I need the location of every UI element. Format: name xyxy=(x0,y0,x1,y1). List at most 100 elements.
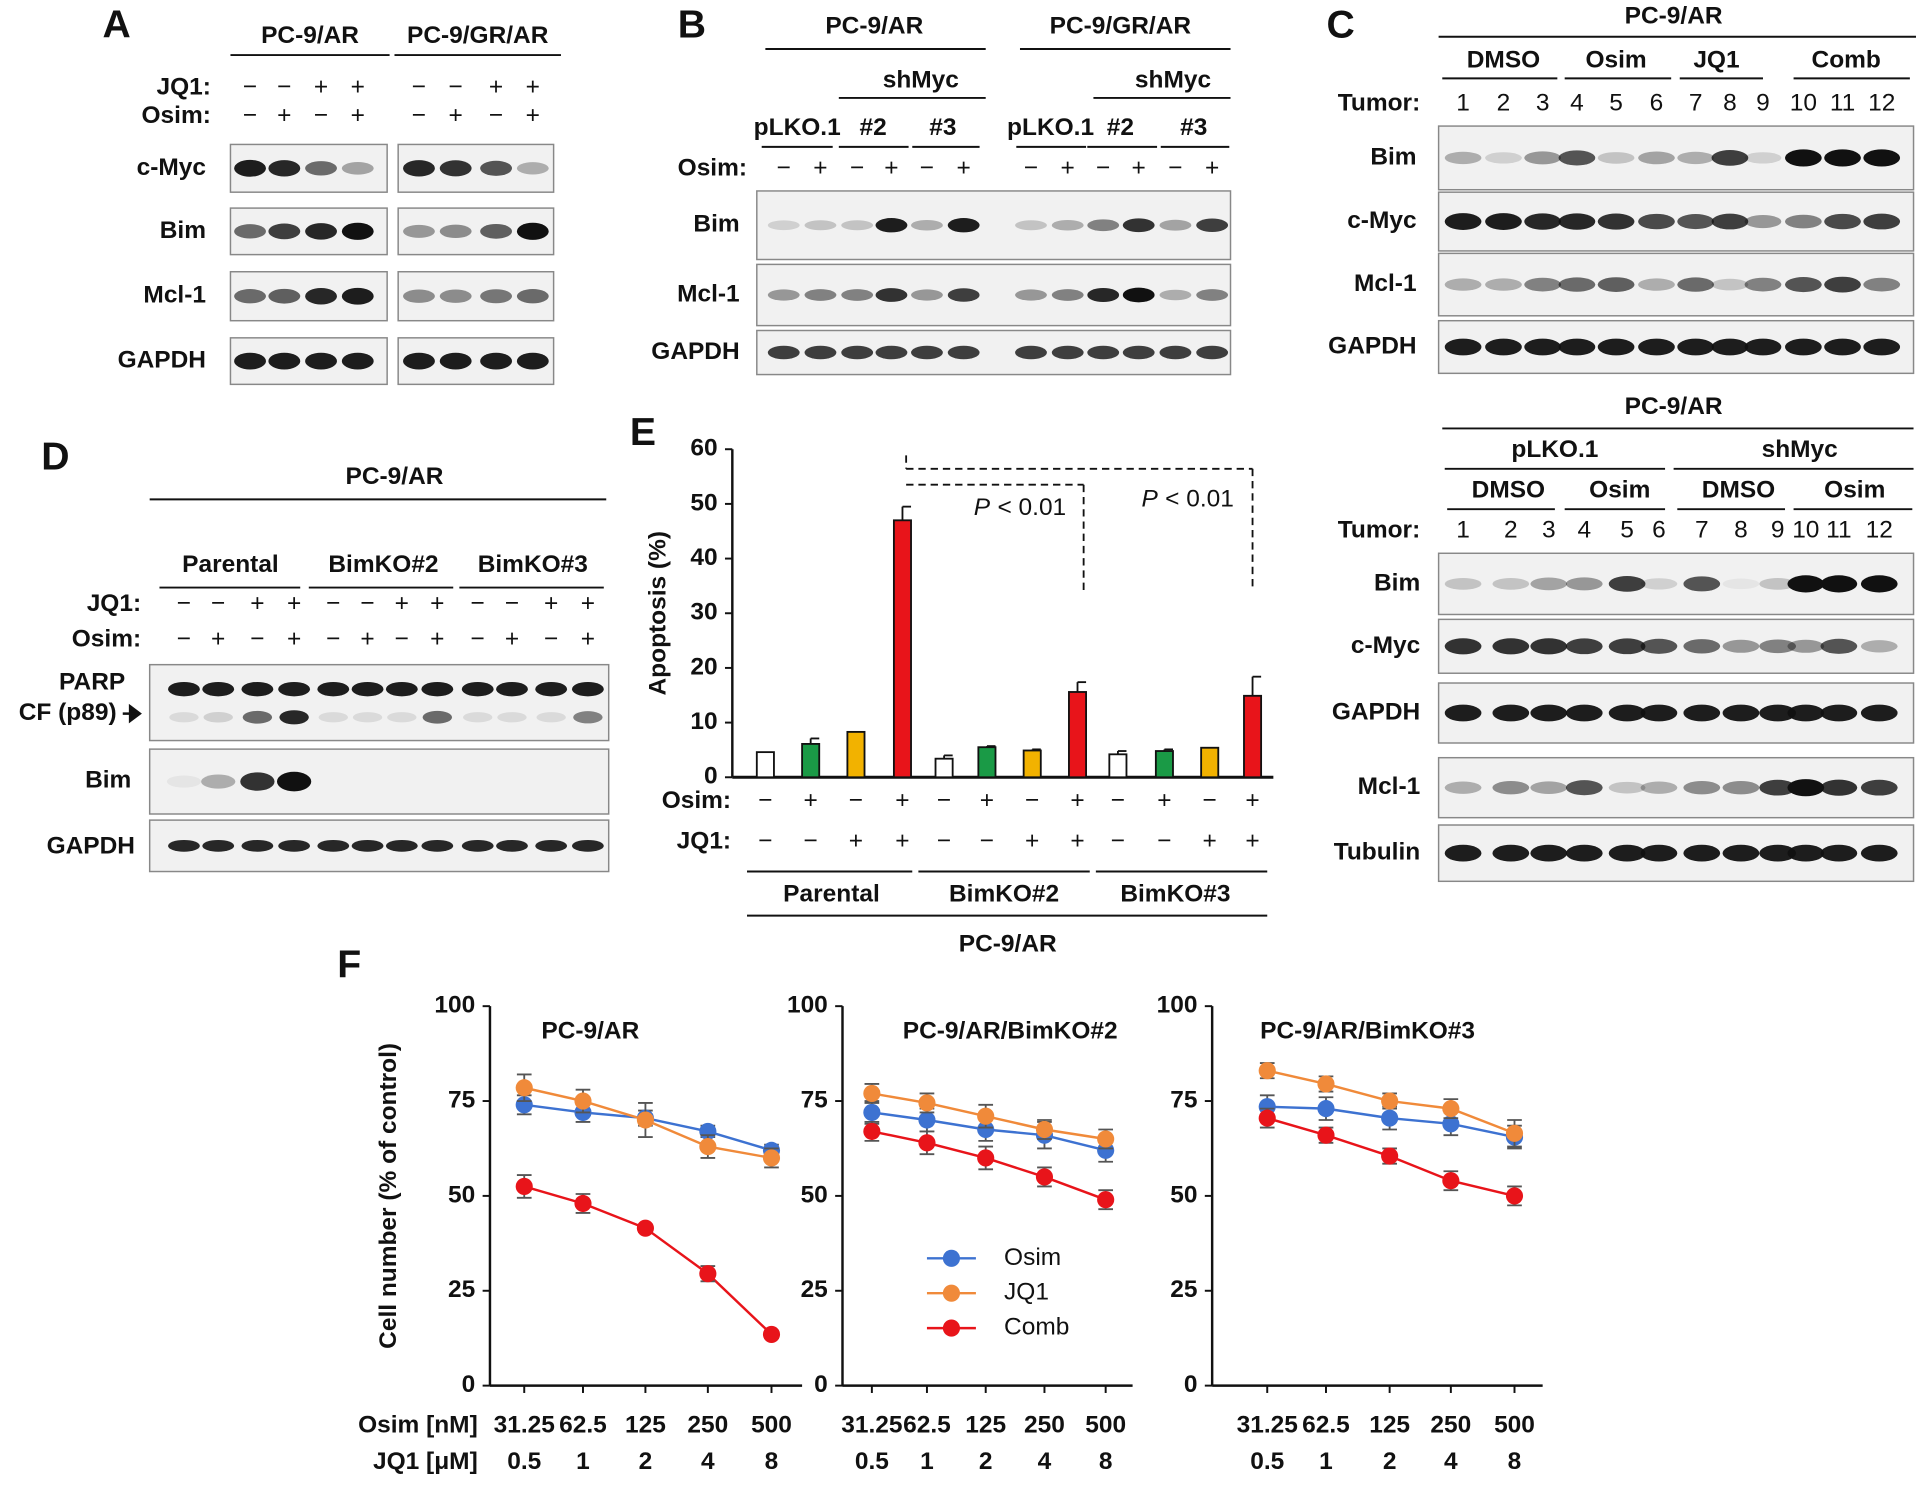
data-point xyxy=(918,1111,936,1129)
tumor-number: 3 xyxy=(1536,90,1550,117)
blot-band xyxy=(385,839,418,852)
data-point xyxy=(636,1219,654,1237)
label: PC-9/AR xyxy=(346,463,444,490)
sign: − xyxy=(1025,787,1039,814)
data-point xyxy=(918,1094,936,1112)
sign: + xyxy=(1245,787,1259,814)
sign: − xyxy=(471,626,485,653)
sign: + xyxy=(250,590,264,617)
blot-band xyxy=(278,681,311,697)
blot-band xyxy=(1824,276,1861,293)
sign: + xyxy=(1070,787,1084,814)
blot-frame xyxy=(148,663,610,742)
blot-band xyxy=(1122,287,1155,303)
x-tick-label: 1 xyxy=(920,1448,934,1475)
bar xyxy=(755,751,775,779)
sign: − xyxy=(177,590,191,617)
blot-band xyxy=(1638,338,1675,356)
y-tick-label: 100 xyxy=(787,992,828,1019)
bar xyxy=(892,519,912,779)
label: Osim: xyxy=(662,787,731,814)
y-tick-label: 40 xyxy=(690,544,717,571)
tumor-number: 4 xyxy=(1570,90,1584,117)
tumor-number: 12 xyxy=(1868,90,1895,117)
annotation-text: < 0.01 xyxy=(1165,486,1234,513)
y-axis-title: Cell number (% of control) xyxy=(375,1043,402,1349)
sign: − xyxy=(243,74,257,101)
sign: + xyxy=(1061,154,1075,181)
data-point xyxy=(699,1265,717,1283)
blot-band xyxy=(516,352,549,370)
label: DMSO xyxy=(1467,47,1540,74)
blot-band xyxy=(1744,338,1782,356)
label: BimKO#3 xyxy=(1120,880,1230,907)
blot-band xyxy=(1122,345,1155,360)
data-point xyxy=(1381,1147,1399,1165)
blot-band xyxy=(341,161,374,175)
blot-frame xyxy=(148,748,610,815)
sign: − xyxy=(211,590,225,617)
bar xyxy=(846,730,866,779)
blot-label: Mcl-1 xyxy=(1354,270,1417,297)
blot-band xyxy=(1640,704,1678,722)
y-tick-label: 50 xyxy=(690,489,717,516)
blot-band xyxy=(234,289,266,304)
data-point xyxy=(762,1149,781,1167)
blot-band xyxy=(1524,277,1562,292)
blot-band xyxy=(1820,704,1858,722)
label: DMSO xyxy=(1702,476,1775,503)
blot-band xyxy=(911,289,943,301)
label: JQ1 xyxy=(1693,47,1739,74)
blot-band xyxy=(387,712,417,723)
blot-band xyxy=(1122,218,1155,233)
blot-label: Bim xyxy=(693,211,739,238)
label: JQ1: xyxy=(156,74,210,101)
data-point xyxy=(574,1194,592,1213)
sign: + xyxy=(526,102,540,129)
blot-band xyxy=(1787,704,1825,722)
sign: + xyxy=(430,626,444,653)
label: #3 xyxy=(1180,114,1207,141)
blot-label: GAPDH xyxy=(1328,332,1416,359)
blot-band xyxy=(1640,781,1678,794)
sign: − xyxy=(1203,787,1217,814)
sign: + xyxy=(581,626,595,653)
y-axis-title: Apoptosis (%) xyxy=(644,531,671,695)
x-tick-label: 125 xyxy=(1369,1411,1410,1438)
blot-band xyxy=(1860,704,1898,722)
sign: + xyxy=(980,787,994,814)
data-point xyxy=(918,1134,936,1152)
blot-band xyxy=(439,160,472,177)
sign: + xyxy=(895,787,909,814)
tumor-number: 11 xyxy=(1826,517,1851,544)
blot-band xyxy=(1485,278,1522,291)
blot-label: Tubulin xyxy=(1334,839,1421,866)
sign: + xyxy=(1070,828,1084,855)
data-point xyxy=(1035,1168,1054,1186)
y-tick-label: 0 xyxy=(704,763,718,790)
blot-band xyxy=(268,288,301,304)
blot-band xyxy=(268,160,301,177)
data-point xyxy=(1442,1115,1460,1133)
blot-band xyxy=(421,681,454,697)
sign: − xyxy=(326,590,340,617)
data-point xyxy=(1505,1124,1524,1142)
blot-label: GAPDH xyxy=(651,338,739,365)
blot-band xyxy=(1787,844,1825,862)
blot-band xyxy=(1677,277,1715,292)
blot-band xyxy=(305,287,337,305)
blot-band xyxy=(571,681,604,697)
tumor-number: 3 xyxy=(1542,517,1556,544)
label: shMyc xyxy=(1762,436,1838,463)
blot-band xyxy=(1565,780,1603,796)
annotation: P < 0.01 xyxy=(1141,486,1233,513)
blot-band xyxy=(1640,578,1678,590)
blot-band xyxy=(1711,338,1749,356)
blot-band xyxy=(463,712,493,723)
sign: − xyxy=(777,154,791,181)
x-tick-label: 62.5 xyxy=(903,1411,951,1438)
blot-band xyxy=(1820,844,1858,862)
y-tick-label: 20 xyxy=(690,653,717,680)
blot-band xyxy=(318,712,348,723)
